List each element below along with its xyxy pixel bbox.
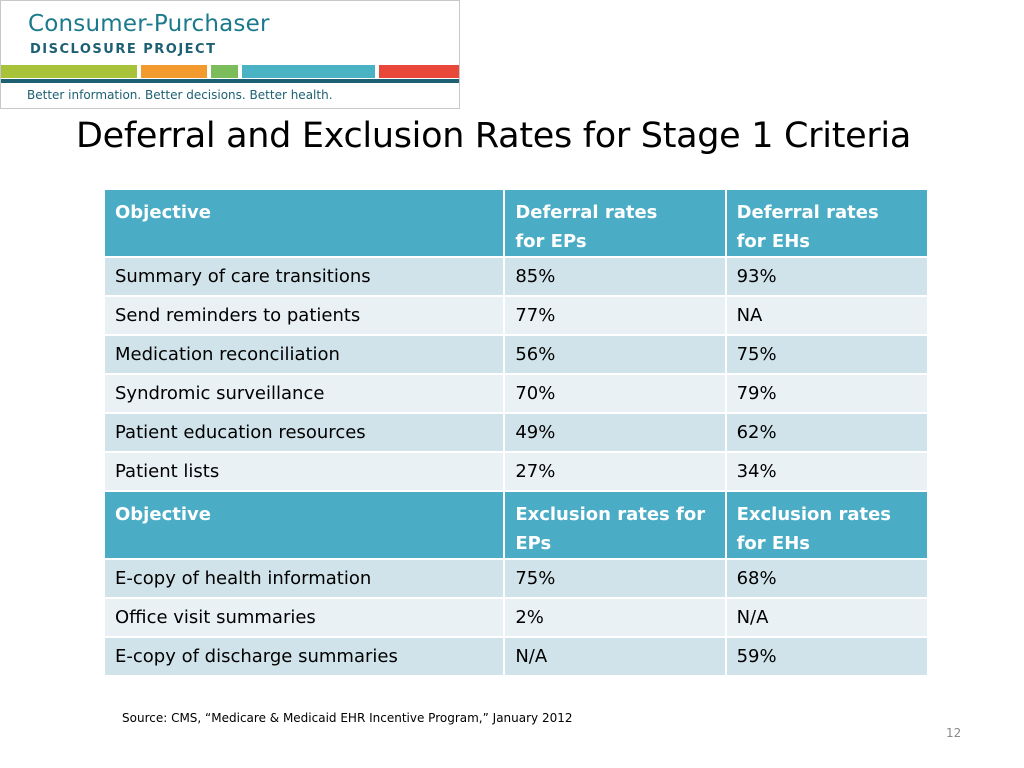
- logo-subtitle: DISCLOSURE PROJECT: [30, 42, 217, 57]
- table-cell: 79%: [724, 373, 930, 414]
- table-cell: 85%: [503, 256, 727, 297]
- table-cell: Patient lists: [102, 451, 506, 492]
- table-cell: 75%: [503, 558, 727, 599]
- table-cell: 68%: [724, 558, 930, 599]
- logo-tagline: Better information. Better decisions. Be…: [27, 88, 333, 102]
- table-cell: 27%: [503, 451, 727, 492]
- table-cell: 70%: [503, 373, 727, 414]
- table-row: Medication reconciliation 56% 75%: [102, 334, 930, 375]
- table-header-row: Objective Deferral rates for EPs Deferral r…: [102, 188, 930, 258]
- table-header-cell: Objective: [102, 188, 506, 258]
- table-cell: Patient education resources: [102, 412, 506, 453]
- logo-divider: [1, 79, 459, 83]
- table-row: E-copy of discharge summaries N/A 59%: [102, 636, 930, 677]
- brand-logo: Consumer-Purchaser DISCLOSURE PROJECT Be…: [0, 0, 460, 109]
- logo-bar-segment: [141, 65, 207, 78]
- table-cell: N/A: [724, 597, 930, 638]
- source-citation: Source: CMS, “Medicare & Medicaid EHR In…: [122, 711, 573, 725]
- table-header-cell: Objective: [102, 490, 506, 560]
- rates-table: Objective Deferral rates for EPs Deferral r…: [102, 188, 930, 677]
- table-header-cell: Exclusion rates for EHs: [724, 490, 930, 560]
- table-row: E-copy of health information 75% 68%: [102, 558, 930, 599]
- table-cell: 56%: [503, 334, 727, 375]
- table-header-row: Objective Exclusion rates for EPs Exclusio…: [102, 490, 930, 560]
- logo-bar-segment: [1, 65, 137, 78]
- table-cell: 93%: [724, 256, 930, 297]
- table-cell: Send reminders to patients: [102, 295, 506, 336]
- table-row: Syndromic surveillance 70% 79%: [102, 373, 930, 414]
- table-header-cell: Exclusion rates for EPs: [503, 490, 727, 560]
- table-cell: Syndromic surveillance: [102, 373, 506, 414]
- table-cell: 34%: [724, 451, 930, 492]
- table-header-cell: Deferral rates for EHs: [724, 188, 930, 258]
- table-cell: 75%: [724, 334, 930, 375]
- page-title: Deferral and Exclusion Rates for Stage 1…: [76, 116, 912, 156]
- page-number: 12: [946, 726, 962, 740]
- table-cell: 59%: [724, 636, 930, 677]
- table-row: Patient education resources 49% 62%: [102, 412, 930, 453]
- table-row: Send reminders to patients 77% NA: [102, 295, 930, 336]
- table-row: Office visit summaries 2% N/A: [102, 597, 930, 638]
- logo-bar-segment: [211, 65, 238, 78]
- table-cell: N/A: [503, 636, 727, 677]
- table-cell: Office visit summaries: [102, 597, 506, 638]
- table-cell: 2%: [503, 597, 727, 638]
- table-cell: 62%: [724, 412, 930, 453]
- table-row: Summary of care transitions 85% 93%: [102, 256, 930, 297]
- table-cell: Summary of care transitions: [102, 256, 506, 297]
- table-cell: NA: [724, 295, 930, 336]
- logo-title: Consumer-Purchaser: [28, 11, 270, 37]
- table-cell: 77%: [503, 295, 727, 336]
- table-cell: 49%: [503, 412, 727, 453]
- table-header-cell: Deferral rates for EPs: [503, 188, 727, 258]
- table-cell: E-copy of health information: [102, 558, 506, 599]
- table-cell: E-copy of discharge summaries: [102, 636, 506, 677]
- logo-bar-segment: [242, 65, 375, 78]
- table-row: Patient lists 27% 34%: [102, 451, 930, 492]
- logo-bar-segment: [379, 65, 459, 78]
- table-cell: Medication reconciliation: [102, 334, 506, 375]
